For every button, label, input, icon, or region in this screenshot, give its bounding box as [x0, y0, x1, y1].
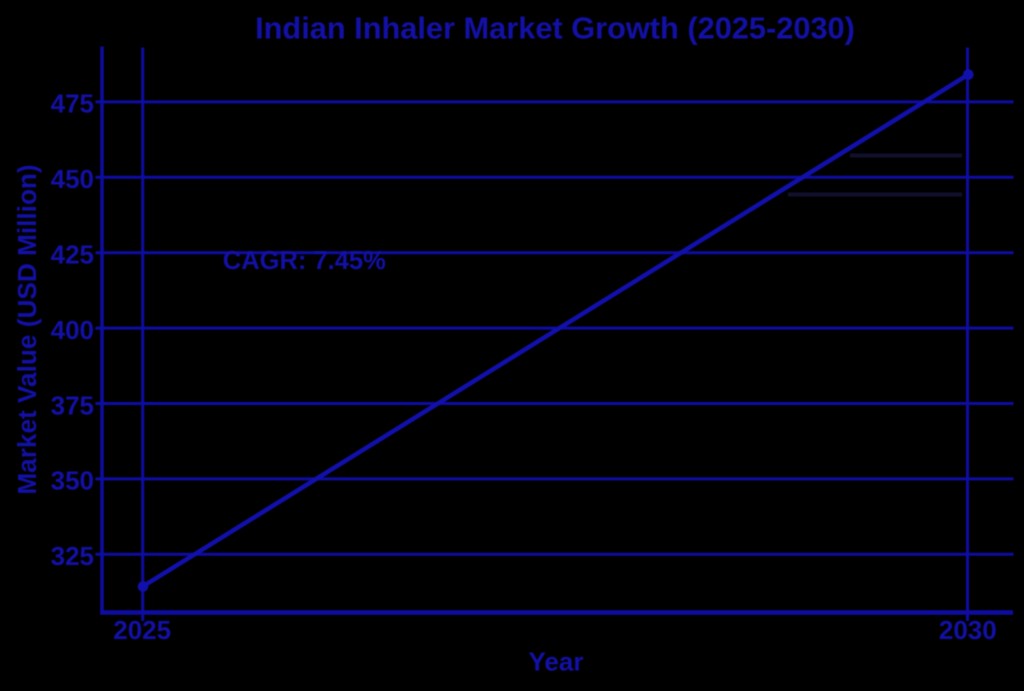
- svg-text:CAGR: 7.45%: CAGR: 7.45%: [223, 247, 386, 275]
- svg-text:450: 450: [51, 164, 94, 194]
- svg-text:325: 325: [51, 541, 94, 571]
- svg-text:425: 425: [51, 240, 94, 270]
- svg-text:Indian Inhaler Market Growth (: Indian Inhaler Market Growth (2025-2030): [255, 10, 855, 45]
- svg-text:2030: 2030: [939, 615, 997, 645]
- svg-text:400: 400: [51, 315, 94, 345]
- svg-text:375: 375: [51, 390, 94, 420]
- svg-text:2025: 2025: [113, 615, 171, 645]
- svg-text:Year: Year: [529, 647, 584, 677]
- svg-text:475: 475: [51, 89, 94, 119]
- svg-text:Market Value (USD Million): Market Value (USD Million): [12, 164, 42, 494]
- svg-text:350: 350: [51, 466, 94, 496]
